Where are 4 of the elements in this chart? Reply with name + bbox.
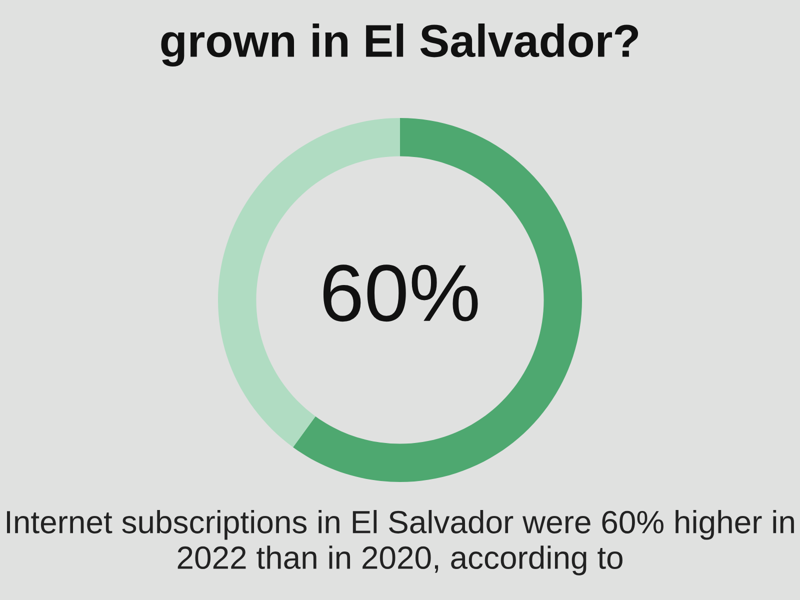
text: 60%	[323, 264, 478, 322]
chart-title: grown in El Salvador?	[161, 24, 638, 66]
text: Internet subscriptions in El Salvador were 60% higher in 2022 than in 2020, according to	[7, 510, 794, 576]
donut-slice	[293, 118, 582, 482]
